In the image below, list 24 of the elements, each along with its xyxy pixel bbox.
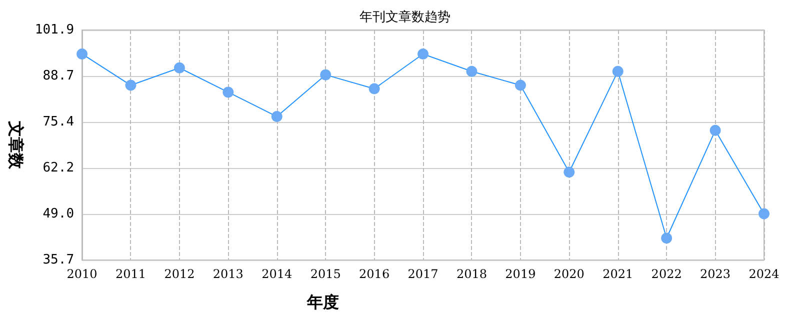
x-tick-label: 2024 <box>748 267 780 281</box>
x-tick-label: 2010 <box>66 267 98 281</box>
y-tick-label: 75.4 <box>42 114 74 130</box>
x-tick-label: 2012 <box>164 267 195 281</box>
y-tick-label: 101.9 <box>34 22 74 38</box>
y-tick-label: 49.0 <box>42 206 74 222</box>
x-tick-label: 2011 <box>115 267 146 281</box>
x-axis-title: 年度 <box>306 292 340 312</box>
x-tick-label: 2017 <box>408 267 438 281</box>
chart-title: 年刊文章数趋势 <box>360 10 450 25</box>
x-tick-label: 2019 <box>505 267 536 281</box>
x-tick-label: 2020 <box>554 267 584 281</box>
y-tick-label: 88.7 <box>42 68 74 84</box>
x-tick-label: 2015 <box>310 267 341 281</box>
x-tick-label: 2023 <box>700 267 731 281</box>
x-tick-label: 2014 <box>262 267 293 281</box>
y-axis-title: 文章数 <box>6 120 26 170</box>
x-tick-label: 2018 <box>456 267 487 281</box>
x-tick-label: 2021 <box>602 267 634 281</box>
x-tick-label: 2022 <box>651 267 682 281</box>
y-tick-label: 62.2 <box>42 160 74 176</box>
x-tick-label: 2016 <box>359 267 390 281</box>
y-tick-label: 35.7 <box>42 252 74 268</box>
x-tick-label: 2013 <box>212 267 244 281</box>
